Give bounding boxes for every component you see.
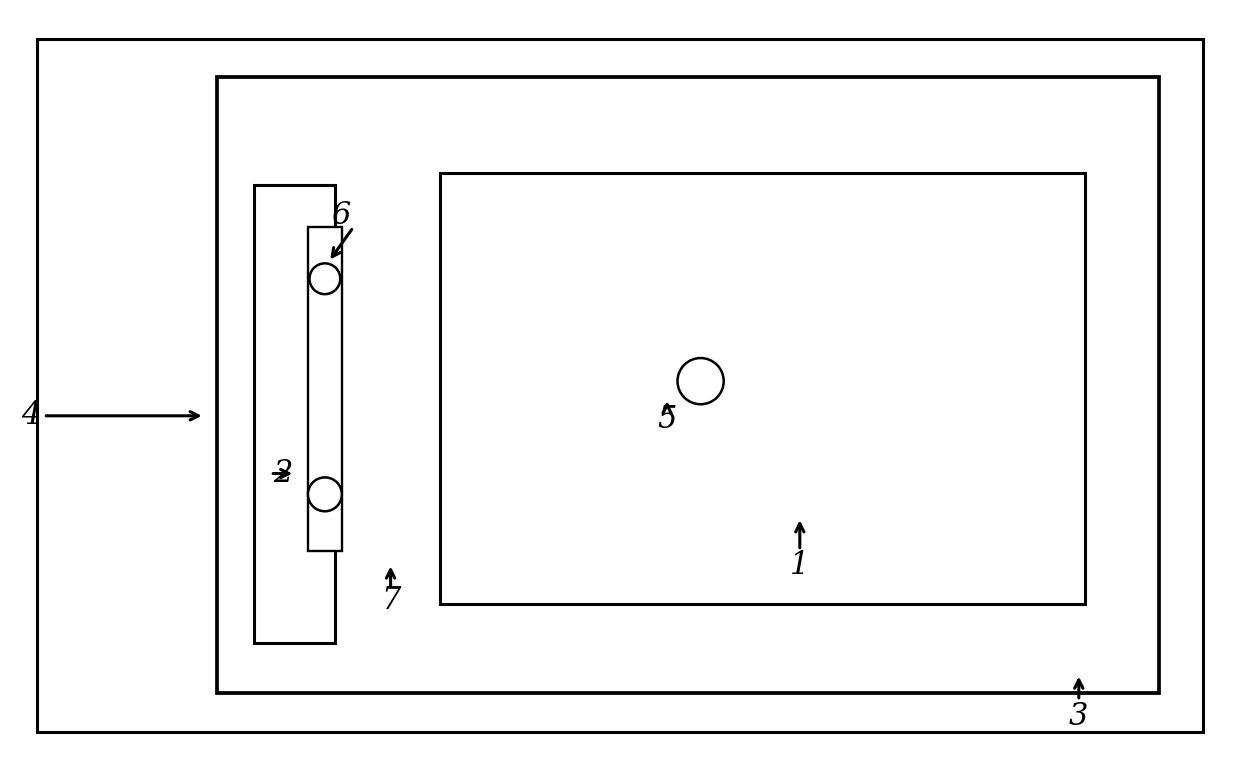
Text: 3: 3	[1069, 701, 1089, 732]
Bar	[254, 185, 335, 643]
Text: 2: 2	[273, 458, 293, 489]
Bar	[217, 77, 1159, 693]
Text: 4: 4	[21, 400, 41, 431]
Text: 1: 1	[790, 551, 810, 581]
Ellipse shape	[310, 263, 340, 294]
Text: 5: 5	[657, 404, 677, 435]
Bar	[308, 227, 342, 551]
Bar	[440, 173, 1085, 604]
Ellipse shape	[308, 477, 342, 511]
Text: 7: 7	[381, 585, 401, 616]
Text: 6: 6	[331, 200, 351, 231]
Ellipse shape	[677, 358, 724, 404]
